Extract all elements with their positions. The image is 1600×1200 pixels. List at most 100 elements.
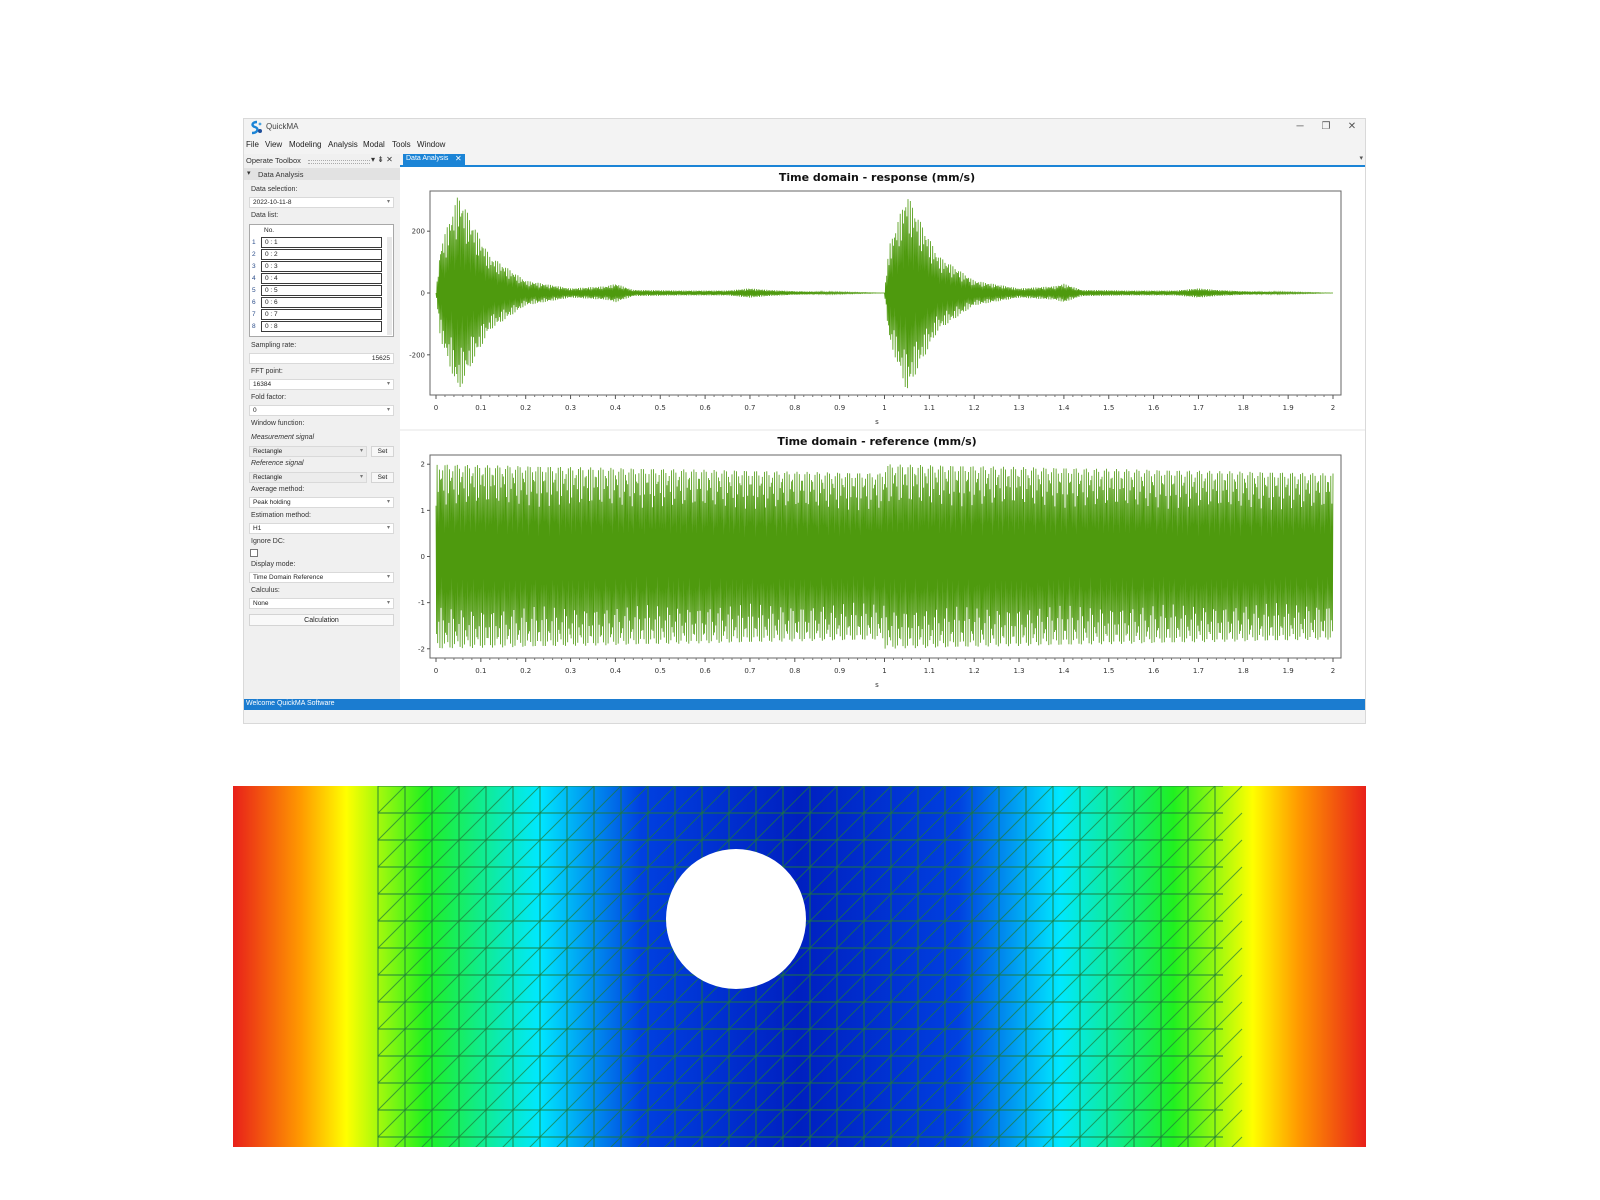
list-item[interactable]: 4 0 : 4	[250, 273, 390, 285]
mesh-line	[1079, 812, 1108, 841]
mesh-line	[620, 974, 649, 1003]
close-window-button[interactable]: ✕	[1347, 121, 1357, 132]
mesh-line	[404, 947, 433, 976]
section-data-analysis[interactable]: ▾ Data Analysis	[244, 168, 400, 180]
calculation-button[interactable]: Calculation	[249, 614, 394, 626]
mesh-line	[539, 947, 568, 976]
list-item[interactable]: 8 0 : 8	[250, 321, 390, 333]
mesh-line	[988, 1136, 1000, 1147]
toolbox-header: Operate Toolbox ▾ ⇟ ✕	[244, 154, 400, 168]
x-tick-label: 1.7	[1193, 404, 1204, 412]
mesh-line	[944, 812, 973, 841]
mesh-line	[566, 812, 595, 841]
menu-window[interactable]: Window	[417, 140, 446, 149]
menu-tools[interactable]: Tools	[392, 140, 411, 149]
list-item[interactable]: 5 0 : 5	[250, 285, 390, 297]
mesh-line	[1187, 1055, 1216, 1084]
mesh-line	[1025, 1028, 1054, 1057]
mesh-line	[1204, 1136, 1216, 1147]
x-tick-label: 0.4	[610, 404, 622, 412]
x-tick-label: 0.6	[700, 667, 712, 675]
mesh-line	[647, 947, 676, 976]
restore-button[interactable]: ❐	[1321, 121, 1331, 132]
mesh-line	[583, 1136, 595, 1147]
minimize-button[interactable]: ─	[1296, 121, 1304, 132]
mesh-line	[647, 786, 676, 814]
display-mode-combo[interactable]: Time Domain Reference ▾	[249, 572, 394, 583]
mesh-line	[944, 1082, 973, 1111]
reference-window-combo[interactable]: Rectangle ▾	[249, 472, 367, 483]
mesh-line	[512, 974, 541, 1003]
mesh-line	[377, 947, 406, 976]
measurement-set-button[interactable]: Set	[371, 446, 394, 457]
mesh-line	[1079, 786, 1108, 814]
reference-set-button[interactable]: Set	[371, 472, 394, 483]
average-method-combo[interactable]: Peak holding ▾	[249, 497, 394, 508]
mesh-line	[1106, 974, 1135, 1003]
row-number: 5	[252, 287, 256, 294]
mesh-line	[593, 1082, 622, 1111]
mesh-line	[890, 839, 919, 868]
menu-modal[interactable]: Modal	[363, 140, 385, 149]
mesh-line	[701, 1001, 730, 1030]
mesh-line	[1052, 786, 1081, 814]
list-item[interactable]: 6 0 : 6	[250, 297, 390, 309]
toolbox-pin-controls[interactable]: ▾ ⇟ ✕	[371, 155, 393, 164]
mesh-line	[809, 893, 838, 922]
sampling-rate-input[interactable]: 15625	[249, 353, 394, 364]
mesh-line	[728, 1055, 757, 1084]
axis-ticks: 0 0.1 0.2 0.3 0.4 0.5 0.6 0.7 0.8 0.9 1 1.1 1.2 1.3 1.…	[409, 228, 1335, 412]
mesh-line	[917, 1109, 946, 1138]
mesh-line	[647, 974, 676, 1003]
menu-view[interactable]: View	[265, 140, 283, 149]
fft-point-combo[interactable]: 16384 ▾	[249, 379, 394, 390]
mesh-line	[539, 893, 568, 922]
menu-modeling[interactable]: Modeling	[289, 140, 322, 149]
response-chart[interactable]: Time domain - response (mm/s) 0 0.1 0.2 0.3…	[400, 167, 1366, 429]
y-tick-label: -1	[418, 599, 425, 607]
mesh-line	[1214, 974, 1243, 1003]
fold-factor-combo[interactable]: 0 ▾	[249, 405, 394, 416]
mesh-line	[1015, 1136, 1027, 1147]
mesh-line	[836, 1001, 865, 1030]
title-bar: QuickMA ─ ❐ ✕	[244, 119, 1365, 137]
estimation-method-combo[interactable]: H1 ▾	[249, 523, 394, 534]
list-scrollbar[interactable]	[387, 237, 392, 335]
row-value: 0 : 5	[265, 287, 278, 294]
data-selection-value: 2022-10-11-8	[253, 199, 292, 206]
ignore-dc-checkbox[interactable]	[250, 549, 258, 557]
reference-chart[interactable]: Time domain - reference (mm/s) 0 0.1 0.2 0.…	[400, 429, 1366, 694]
chevron-down-icon: ▾	[386, 407, 390, 413]
mesh-line	[475, 1136, 487, 1147]
tab-data-analysis[interactable]: Data Analysis ✕	[403, 154, 465, 165]
collapse-arrow-icon[interactable]: ▾	[247, 170, 251, 177]
list-item[interactable]: 1 0 : 1	[250, 237, 390, 249]
data-list[interactable]: No. 1 0 : 1 2 0 : 2 3 0 : 3 4 0 : 4 5 0 : 5 6…	[249, 224, 394, 337]
menu-file[interactable]: File	[246, 140, 259, 149]
mesh-line	[1079, 1028, 1108, 1057]
mesh-line	[691, 1136, 703, 1147]
calculus-combo[interactable]: None ▾	[249, 598, 394, 609]
mesh-line	[458, 866, 487, 895]
list-item[interactable]: 7 0 : 7	[250, 309, 390, 321]
measurement-window-combo[interactable]: Rectangle ▾	[249, 446, 367, 457]
mesh-line	[1133, 839, 1162, 868]
list-item[interactable]: 3 0 : 3	[250, 261, 390, 273]
close-icon[interactable]: ✕	[455, 154, 462, 163]
data-selection-combo[interactable]: 2022-10-11-8 ▾	[249, 197, 394, 208]
y-tick-label: -2	[418, 645, 425, 653]
mesh-line	[809, 947, 838, 976]
mesh-line	[485, 1109, 514, 1138]
y-tick-label: 2	[421, 461, 425, 469]
mesh-line	[1133, 893, 1162, 922]
mesh-line	[404, 839, 433, 868]
mesh-line	[1052, 1001, 1081, 1030]
menu-analysis[interactable]: Analysis	[328, 140, 358, 149]
mesh-line	[593, 920, 622, 949]
list-item[interactable]: 2 0 : 2	[250, 249, 390, 261]
tab-overflow-icon[interactable]: ▾	[1359, 155, 1363, 162]
toolbox-drag-grip[interactable]	[308, 160, 370, 164]
mesh-line	[809, 812, 838, 841]
mesh-line	[421, 1136, 433, 1147]
mesh-line	[1187, 974, 1216, 1003]
